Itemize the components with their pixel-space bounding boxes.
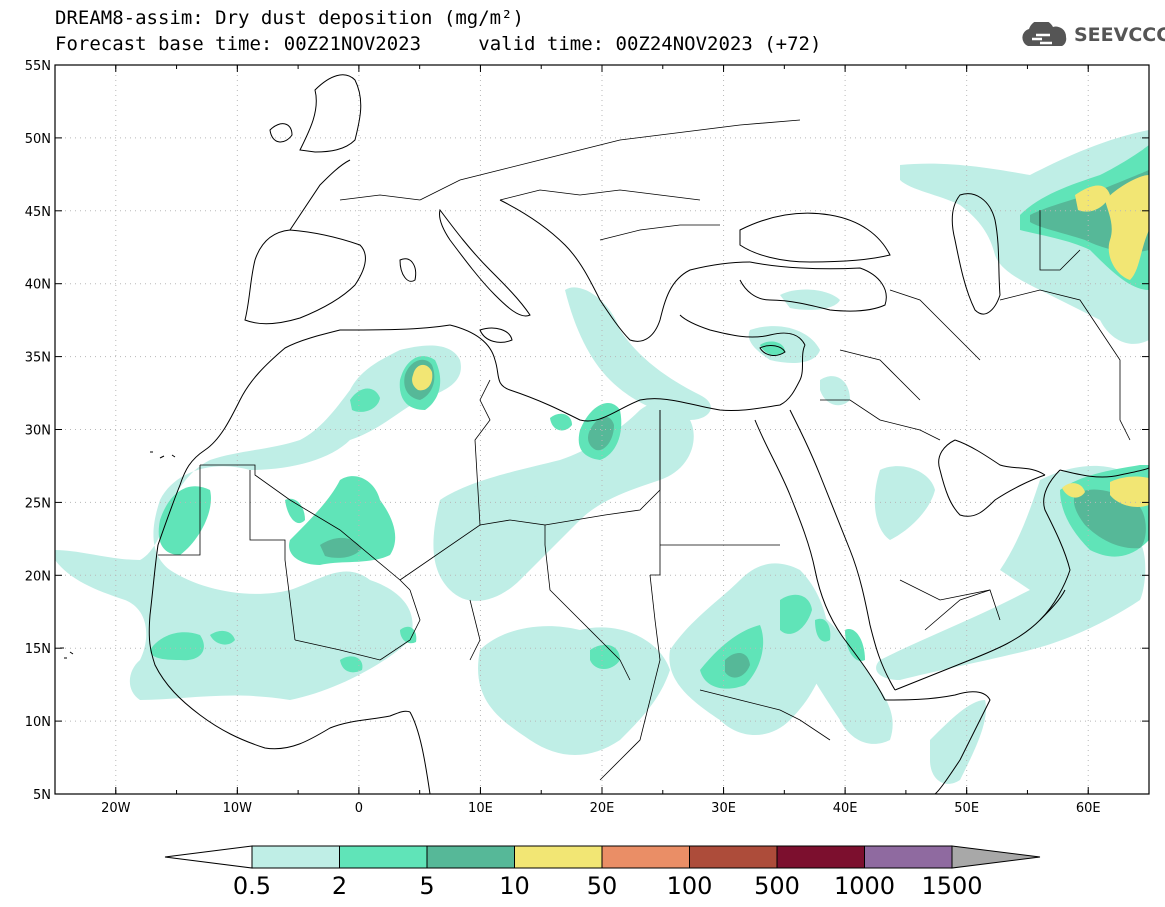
colorbar-label: 0.5	[233, 872, 271, 900]
colorbar-label: 1000	[834, 872, 895, 900]
colorbar-label: 1500	[921, 872, 982, 900]
seevccc-logo: SEEVCCC	[1018, 22, 1165, 48]
colorbar: 0.5 2 5 10 50 100 500 1000 1500	[164, 845, 1041, 900]
colorbar-over-arrow	[951, 845, 1041, 869]
map-title: DREAM8-assim: Dry dust deposition (mg/m²…	[55, 7, 524, 29]
lat-tick-label: 35N	[25, 351, 51, 366]
lon-tick-label: 30E	[711, 801, 736, 816]
lon-tick-label: 20W	[101, 801, 131, 816]
lat-tick-label: 55N	[25, 59, 51, 74]
lon-tick-label: 20E	[590, 801, 615, 816]
valid-time: valid time: 00Z24NOV2023 (+72)	[478, 33, 822, 55]
colorbar-segment	[339, 845, 428, 869]
colorbar-under-arrow	[164, 845, 253, 869]
cloud-icon	[1022, 22, 1067, 46]
colorbar-segment	[251, 845, 340, 869]
lat-tick-label: 30N	[25, 424, 51, 439]
colorbar-label: 50	[587, 872, 618, 900]
logo-text: SEEVCCC	[1074, 24, 1165, 46]
lat-tick-label: 50N	[25, 132, 51, 147]
colorbar-segment	[601, 845, 690, 869]
colorbar-segment	[689, 845, 778, 869]
colorbar-label: 10	[499, 872, 530, 900]
country-borders	[158, 119, 1131, 781]
colorbar-label: 5	[419, 872, 434, 900]
latitude-labels: 5N 10N 15N 20N 25N 30N 35N 40N 45N 50N 55N	[25, 59, 51, 803]
lat-tick-label: 25N	[25, 496, 51, 511]
colorbar-segment	[426, 845, 515, 869]
lat-tick-label: 40N	[25, 278, 51, 293]
dust-field	[55, 130, 1149, 784]
colorbar-label: 2	[332, 872, 347, 900]
coastlines	[60, 74, 1149, 794]
lon-tick-label: 40E	[833, 801, 858, 816]
colorbar-segment	[864, 845, 953, 869]
lon-tick-label: 0	[355, 801, 363, 816]
colorbar-segment	[514, 845, 603, 869]
lon-tick-label: 10W	[223, 801, 253, 816]
dust-level-10	[412, 175, 1149, 507]
lon-tick-label: 10E	[468, 801, 493, 816]
colorbar-label: 100	[667, 872, 713, 900]
lat-tick-label: 5N	[33, 788, 51, 803]
lat-tick-label: 10N	[25, 715, 51, 730]
lat-tick-label: 45N	[25, 205, 51, 220]
lon-tick-label: 50E	[954, 801, 979, 816]
colorbar-label: 500	[754, 872, 800, 900]
forecast-base-time: Forecast base time: 00Z21NOV2023	[55, 33, 422, 55]
lat-tick-label: 15N	[25, 642, 51, 657]
lon-tick-label: 60E	[1076, 801, 1101, 816]
axis-ticks	[54, 64, 1150, 795]
colorbar-segment	[776, 845, 865, 869]
longitude-labels: 20W 10W 0 10E 20E 30E 40E 50E 60E	[101, 801, 1101, 816]
time-info: Forecast base time: 00Z21NOV2023 valid t…	[55, 35, 821, 54]
lat-tick-label: 20N	[25, 569, 51, 584]
